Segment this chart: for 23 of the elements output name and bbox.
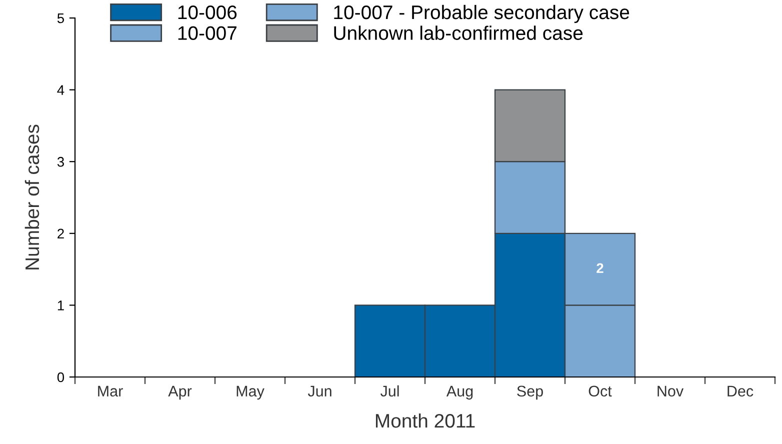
y-tick-label: 2 xyxy=(58,228,64,238)
x-tick-label: Nov xyxy=(658,386,684,397)
legend-label: 10-006 xyxy=(178,5,237,20)
x-tick-label: Dec xyxy=(728,386,754,397)
x-axis-title: Month 2011 xyxy=(376,413,475,428)
y-tick-label: 4 xyxy=(57,85,64,95)
y-tick-label: 1 xyxy=(58,300,64,310)
legend-label: Unknown lab-confirmed case xyxy=(334,26,583,40)
x-tick-label: Apr xyxy=(168,386,192,400)
x-tick-label: Sep xyxy=(517,386,543,400)
legend-label: 10-007 - Probable secondary case xyxy=(334,4,630,24)
x-tick-label: Oct xyxy=(588,386,612,397)
y-tick-label: 3 xyxy=(57,156,64,167)
legend-label: 10-007 xyxy=(178,26,236,40)
x-tick-label: Jul xyxy=(380,385,399,397)
x-tick-label: Jun xyxy=(308,386,332,397)
y-tick-label: 0 xyxy=(57,372,64,382)
y-axis-title: Number of cases xyxy=(24,124,40,270)
annotation: 2 xyxy=(596,263,604,273)
y-tick-label: 5 xyxy=(57,13,64,24)
x-tick-label: Mar xyxy=(98,386,123,397)
x-tick-label: Aug xyxy=(446,386,473,400)
x-tick-label: May xyxy=(236,386,264,400)
